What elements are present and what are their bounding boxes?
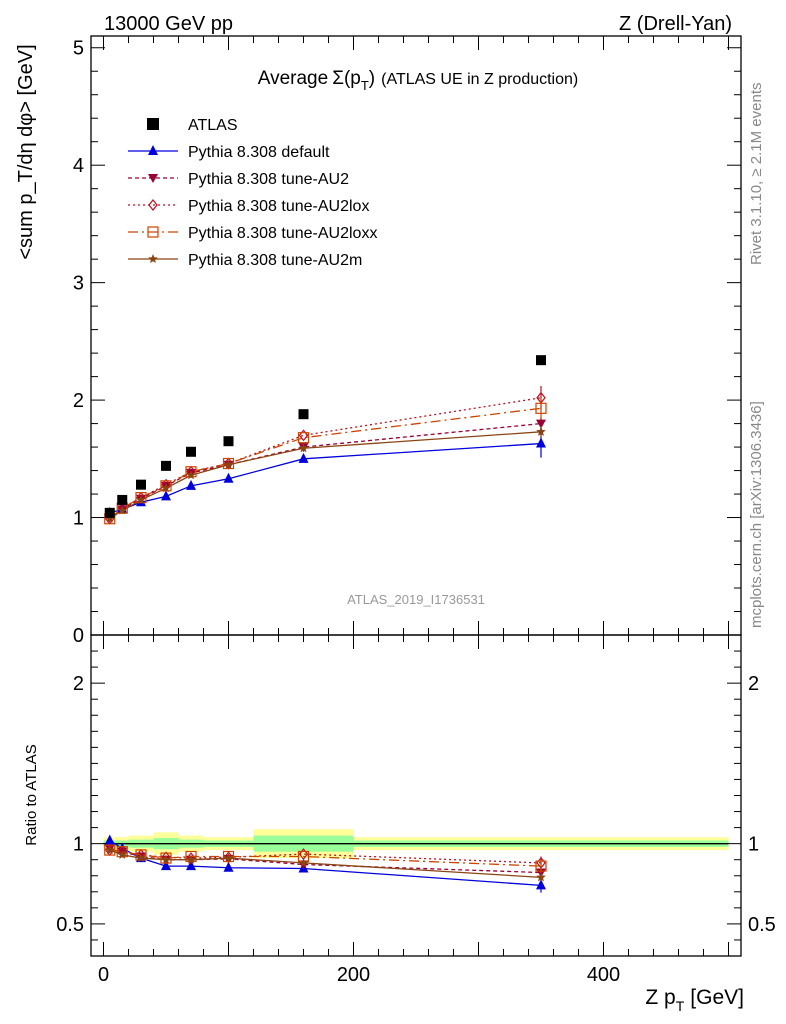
legend-marker-pythia-8-308-tune-au2loxx: [147, 226, 159, 238]
legend-marker-pythia-8-308-tune-au2lox: [148, 199, 158, 211]
series-line-pythia-8-308-default: [109, 442, 542, 514]
xlabel-main: Z p: [645, 986, 675, 1009]
data-point-atlas: [186, 446, 196, 457]
data-point-atlas: [161, 460, 171, 471]
data-point-pythia-8-308-tune-au2loxx: [297, 432, 310, 444]
data-point-pythia-8-308-tune-au2m: [105, 513, 115, 523]
legend-marker-pythia-8-308-tune-au2: [148, 174, 158, 183]
ratio-point-pythia-8-308-tune-au2m: [161, 854, 171, 864]
ratio-plot-frame: [90, 634, 742, 957]
energy-label: 13000 GeV pp: [104, 13, 233, 35]
main-plot-panel: 0 1 2 3 4 5: [73, 35, 742, 647]
ratio-ylabel: Ratio to ATLAS: [23, 744, 40, 845]
ratio-line-pythia-8-308-tune-au2m: [109, 849, 542, 879]
legend-label-pythia-8-308-tune-au2m: Pythia 8.308 tune-AU2m: [188, 252, 362, 269]
y-tick-label: 3: [73, 273, 84, 295]
legend-marker-pythia-8-308-tune-au2m: [148, 254, 158, 263]
data-point-pythia-8-308-default: [223, 472, 234, 483]
x-tick-label: 200: [337, 964, 370, 986]
xlabel-unit: [GeV]: [690, 986, 744, 1009]
data-point-pythia-8-308-tune-au2m: [223, 459, 234, 469]
y-tick-label: 2: [73, 673, 84, 695]
data-point-pythia-8-308-tune-au2m: [117, 505, 127, 515]
data-point-atlas: [136, 479, 146, 490]
y-tick-label: 5: [73, 38, 84, 60]
data-point-atlas: [223, 436, 234, 447]
title-sub: T: [361, 78, 369, 93]
ratio-point-pythia-8-308-tune-au2lox: [223, 851, 234, 864]
data-point-pythia-8-308-default: [161, 490, 171, 501]
ratio-point-pythia-8-308-default: [104, 834, 115, 845]
ratio-point-pythia-8-308-tune-au2m: [117, 849, 127, 859]
ratio-point-pythia-8-308-tune-au2m: [298, 857, 309, 867]
legend-label-pythia-8-308-default: Pythia 8.308 default: [188, 144, 330, 161]
ratio-point-pythia-8-308-default: [223, 861, 234, 872]
data-point-atlas: [298, 409, 309, 420]
rivet-label: Rivet 3.1.10, ≥ 2.1M events: [748, 83, 765, 266]
ratio-point-pythia-8-308-tune-au2m: [136, 853, 146, 863]
y-tick-label: 2: [73, 390, 84, 412]
mcplots-label: mcplots.cern.ch [arXiv:1306.3436]: [748, 401, 765, 628]
data-point-pythia-8-308-default: [186, 479, 196, 490]
ratio-point-pythia-8-308-default: [161, 860, 171, 871]
ratio-point-pythia-8-308-tune-au2m: [105, 845, 115, 855]
series-line-pythia-8-308-tune-au2m: [109, 431, 542, 520]
y-tick-label: 1: [748, 834, 759, 856]
xlabel: Z pT [GeV]: [645, 986, 744, 1014]
legend: ATLAS Pythia 8.308 default Pythia 8.308 tu…: [128, 117, 377, 269]
y-tick-label: 4: [73, 155, 84, 177]
legend-label-pythia-8-308-tune-au2loxx: Pythia 8.308 tune-AU2loxx: [188, 225, 377, 242]
ratio-point-pythia-8-308-tune-au2m: [223, 853, 234, 863]
data-point-pythia-8-308-tune-au2loxx: [222, 457, 235, 470]
y-tick-label: 2: [748, 673, 759, 695]
data-point-pythia-8-308-default: [298, 452, 309, 463]
process-label: Z (Drell-Yan): [619, 13, 732, 35]
data-point-pythia-8-308-tune-au2m: [161, 483, 171, 493]
data-point-pythia-8-308-tune-au2m: [186, 470, 196, 480]
legend-marker-atlas: [147, 118, 159, 130]
y-tick-label: 0.5: [56, 914, 84, 936]
ratio-point-pythia-8-308-tune-au2loxx: [222, 850, 235, 863]
y-tick-label: 1: [73, 508, 84, 530]
legend-label-pythia-8-308-tune-au2: Pythia 8.308 tune-AU2: [188, 171, 349, 188]
data-point-atlas: [117, 494, 128, 505]
title-suffix: (ATLAS UE in Z production): [381, 71, 578, 88]
data-point-pythia-8-308-tune-au2loxx: [160, 480, 172, 492]
data-point-pythia-8-308-tune-au2m: [298, 443, 309, 453]
data-point-atlas: [104, 507, 115, 518]
title-prefix: Average: [258, 68, 328, 89]
ratio-point-pythia-8-308-tune-au2loxx: [160, 852, 172, 864]
title-sigma: Σ(p: [332, 68, 361, 89]
xlabel-sub: T: [676, 998, 685, 1014]
x-tick-label: 400: [587, 964, 620, 986]
ratio-point-pythia-8-308-default: [186, 860, 196, 871]
main-ylabel: <sum p_T/dη dφ> [GeV]: [15, 44, 37, 259]
data-point-atlas: [536, 355, 546, 366]
legend-label-pythia-8-308-tune-au2lox: Pythia 8.308 tune-AU2lox: [188, 198, 369, 215]
chart-title: Average Σ(pT) (ATLAS UE in Z production): [258, 68, 578, 93]
y-tick-label: 0.5: [748, 914, 776, 936]
series-line-pythia-8-308-tune-au2loxx: [109, 407, 542, 520]
ratio-point-pythia-8-308-tune-au2loxx: [104, 844, 116, 856]
title-close: ): [369, 68, 375, 89]
analysis-watermark: ATLAS_2019_I1736531: [347, 592, 485, 607]
ratio-point-pythia-8-308-tune-au2m: [186, 854, 196, 864]
data-point-pythia-8-308-tune-au2lox: [298, 429, 309, 442]
ratio-point-pythia-8-308-tune-au2lox: [161, 851, 171, 864]
ratio-plot-panel: 0 200 400 0.5 0.5 1 1 2 2: [56, 634, 776, 986]
x-tick-label: 0: [98, 964, 109, 986]
y-tick-label: 1: [73, 834, 84, 856]
series-line-pythia-8-308-tune-au2: [109, 422, 542, 519]
y-tick-label: 0: [73, 625, 84, 647]
legend-label-atlas: ATLAS: [188, 117, 238, 134]
ratio-line-pythia-8-308-tune-au2loxx: [109, 849, 542, 867]
legend-marker-pythia-8-308-default: [148, 145, 158, 155]
data-point-pythia-8-308-tune-au2loxx: [135, 491, 147, 504]
data-point-pythia-8-308-tune-au2m: [136, 494, 146, 504]
